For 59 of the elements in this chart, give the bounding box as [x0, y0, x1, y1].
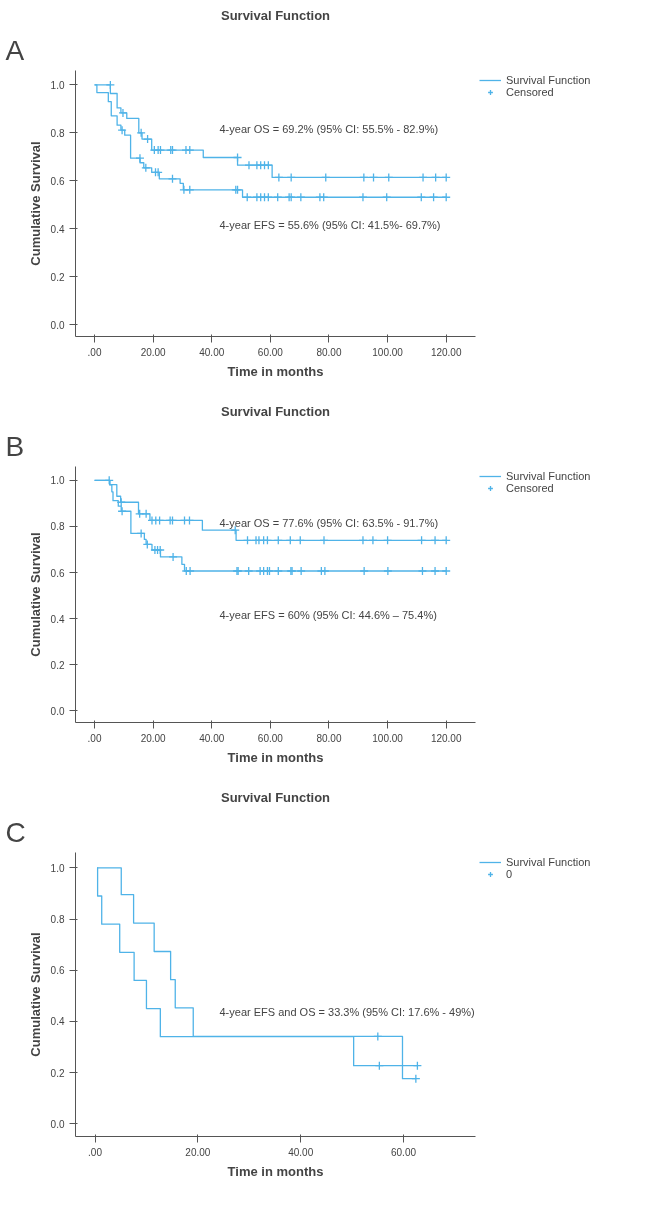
- x-tick-label: 20.00: [185, 1146, 211, 1158]
- x-tick-label: 100.00: [372, 732, 404, 744]
- text: C: [5, 816, 26, 848]
- y-tick-label: 0.6: [50, 965, 65, 977]
- x-tick-label: .00: [87, 346, 102, 358]
- x-tick-label: 20.00: [140, 732, 167, 744]
- x-tick-label: 60.00: [391, 1146, 417, 1158]
- y-tick-label: 0.4: [50, 613, 65, 625]
- y-tick-label: 0.0: [50, 319, 65, 331]
- text: B: [5, 430, 25, 462]
- y-tick-label: 0.4: [50, 1016, 65, 1028]
- y-tick-label: 0.6: [50, 175, 65, 187]
- x-tick-label: 40.00: [199, 346, 225, 358]
- x-tick-label: 120.00: [430, 346, 462, 358]
- x-tick-label: .00: [88, 1146, 103, 1158]
- legend-label: Censored: [506, 86, 554, 98]
- y-tick-label: 1.0: [50, 475, 65, 487]
- x-tick-label: 120.00: [430, 732, 462, 744]
- x-axis-title: Time in months: [227, 363, 324, 379]
- annotation: 4-year EFS and OS = 33.3% (95% CI: 17.6% - 49%): [219, 1005, 475, 1018]
- y-tick-label: 1.0: [50, 862, 65, 874]
- chart-title: Survival Function: [220, 789, 331, 805]
- chart-title: Survival Function: [220, 403, 331, 419]
- annotation: 4-year EFS = 60% (95% CI: 44.6% – 75.4%): [219, 608, 437, 621]
- y-tick-label: 0.8: [50, 914, 65, 926]
- y-axis-title: Cumulative Survival: [27, 532, 43, 657]
- annotation: 4-year OS = 69.2% (95% CI: 55.5% - 82.9%): [219, 123, 439, 136]
- text: A: [5, 34, 25, 66]
- y-tick-label: 0.2: [50, 1067, 65, 1079]
- legend-label: Survival Function: [506, 856, 591, 868]
- legend-label: Survival Function: [506, 470, 591, 482]
- x-tick-label: 40.00: [199, 732, 225, 744]
- y-tick-label: 0.8: [50, 521, 65, 533]
- y-tick-label: 0.2: [50, 271, 65, 283]
- x-tick-label: .00: [87, 732, 102, 744]
- y-tick-label: 0.8: [50, 127, 65, 139]
- y-tick-label: 0.6: [50, 567, 65, 579]
- y-tick-label: 1.0: [50, 79, 65, 91]
- y-tick-label: 0.0: [50, 705, 65, 717]
- legend-label: Survival Function: [506, 74, 591, 86]
- x-tick-label: 60.00: [257, 346, 284, 358]
- y-tick-label: 0.0: [50, 1118, 65, 1130]
- y-tick-label: 0.2: [50, 659, 65, 671]
- x-tick-label: 80.00: [316, 346, 342, 358]
- legend-label: 0: [506, 868, 514, 880]
- chart-title: Survival Function: [220, 7, 331, 23]
- y-axis-title: Cumulative Survival: [27, 141, 43, 266]
- annotation: 4-year EFS = 55.6% (95% CI: 41.5%- 69.7%): [219, 218, 441, 231]
- x-axis-title: Time in months: [227, 749, 324, 765]
- x-tick-label: 60.00: [257, 732, 284, 744]
- y-axis-title: Cumulative Survival: [27, 932, 43, 1057]
- annotation: 4-year OS = 77.6% (95% CI: 63.5% - 91.7%): [219, 516, 439, 529]
- x-tick-label: 80.00: [316, 732, 342, 744]
- y-tick-label: 0.4: [50, 223, 65, 235]
- x-axis-title: Time in months: [227, 1163, 324, 1179]
- x-tick-label: 40.00: [288, 1146, 314, 1158]
- legend-label: Censored: [506, 482, 554, 494]
- x-tick-label: 20.00: [140, 346, 167, 358]
- x-tick-label: 100.00: [372, 346, 404, 358]
